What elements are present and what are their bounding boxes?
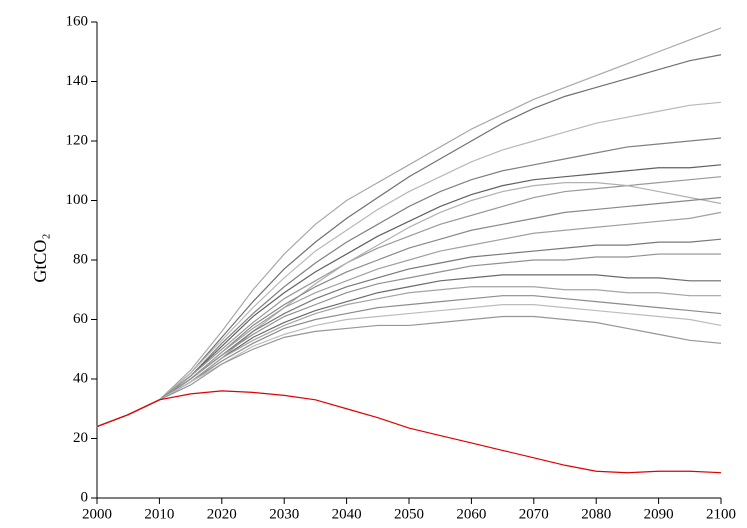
- y-tick-label: 20: [73, 430, 88, 446]
- x-tick-label: 2050: [394, 506, 424, 522]
- x-tick-label: 2090: [644, 506, 674, 522]
- y-tick-label: 0: [81, 489, 89, 505]
- y-tick-label: 120: [66, 132, 89, 148]
- x-tick-label: 2040: [332, 506, 362, 522]
- x-tick-label: 2030: [269, 506, 299, 522]
- x-tick-label: 2080: [581, 506, 611, 522]
- y-tick-label: 140: [66, 73, 89, 89]
- series-line: [96, 27, 722, 428]
- x-tick-label: 2000: [82, 506, 112, 522]
- series-line: [96, 137, 722, 428]
- series-line: [96, 286, 721, 428]
- y-tick-label: 60: [73, 311, 88, 327]
- y-tick-label: 100: [66, 192, 89, 208]
- y-tick-label: 40: [73, 370, 88, 386]
- series-line: [96, 196, 722, 428]
- series-line: [96, 54, 722, 428]
- series-line: [96, 211, 722, 428]
- x-tick-label: 2020: [207, 506, 237, 522]
- series-line: [96, 390, 722, 474]
- series-line: [96, 176, 722, 428]
- series-line: [96, 238, 722, 428]
- x-tick-label: 2070: [519, 506, 549, 522]
- series-line: [96, 274, 721, 428]
- y-tick-label: 160: [66, 13, 89, 29]
- series-line: [96, 304, 722, 428]
- series-line: [96, 253, 721, 428]
- series-line: [96, 295, 722, 428]
- x-tick-label: 2100: [706, 506, 736, 522]
- x-tick-label: 2060: [456, 506, 486, 522]
- x-tick-label: 2010: [144, 506, 174, 522]
- series-line: [96, 164, 722, 428]
- series-line: [96, 101, 722, 428]
- series-line: [96, 315, 722, 428]
- y-tick-label: 80: [73, 251, 88, 267]
- y-axis-label: GtCO₂: [30, 233, 50, 282]
